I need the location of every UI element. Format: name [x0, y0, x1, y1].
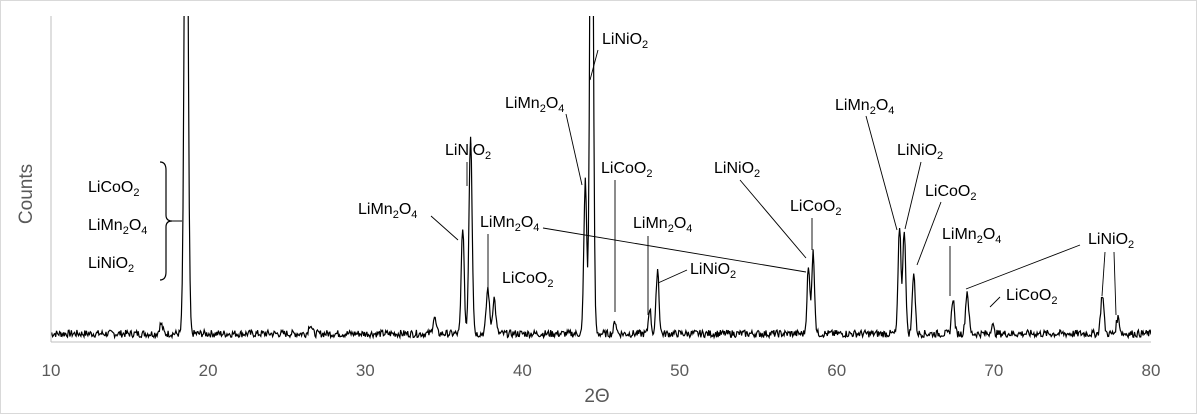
peak-label: LiNiO2 [602, 31, 648, 51]
leader-line [904, 161, 922, 230]
x-tick-label: 20 [199, 361, 218, 380]
x-tick-label: 40 [513, 361, 532, 380]
peak-label: LiCoO2 [601, 160, 652, 180]
leader-line [916, 201, 942, 266]
x-tick-label: 10 [42, 361, 61, 380]
peak-label: LiNiO2 [445, 142, 491, 162]
peak-label: LiNiO2 [1088, 231, 1134, 251]
peak-label: LiNiO2 [714, 160, 760, 180]
leader-line [1113, 251, 1117, 316]
diffraction-line [51, 16, 1151, 340]
peak-label: LiMn2O4 [942, 226, 1001, 246]
leader-line [542, 227, 807, 273]
peak-label: LiMn2O4 [480, 214, 539, 234]
peak-label: LiCoO2 [925, 183, 976, 203]
peak-label: LiCoO2 [1006, 287, 1057, 307]
plot-area [50, 16, 1151, 343]
x-tick-label: 70 [984, 361, 1003, 380]
peak-label: LiNiO2 [897, 142, 943, 162]
x-axis-title: 2Θ [584, 386, 609, 407]
peak-label: LiCoO2 [502, 270, 553, 290]
x-tick-label: 80 [1142, 361, 1161, 380]
peak-annotations: LiCoO2 LiMn2O4 LiNiO2 LiNiO2 LiMn2O4 LiMn2O4 L… [88, 31, 1134, 316]
leader-line [989, 296, 1001, 308]
leader-line [430, 215, 459, 241]
y-axis-title: Counts [16, 164, 37, 224]
x-tick-label: 30 [356, 361, 375, 380]
peak-label: LiMn2O4 [505, 95, 564, 115]
peak-label: LiNiO2 [88, 255, 134, 275]
leader-line [965, 244, 1081, 290]
leader-line [865, 115, 898, 231]
leader-line [589, 49, 599, 81]
x-tick-label: 50 [670, 361, 689, 380]
peak-label: LiNiO2 [690, 261, 736, 281]
peak-label: LiMn2O4 [358, 201, 417, 221]
peak-label: LiMn2O4 [633, 215, 692, 235]
x-tick-labels: 10 20 30 40 50 60 70 80 [42, 361, 1161, 380]
leader-line [565, 113, 583, 186]
annotation-bracket [159, 161, 173, 281]
leader-line [1101, 251, 1106, 297]
peak-label: LiMn2O4 [835, 97, 894, 117]
x-tick-label: 60 [827, 361, 846, 380]
peak-label: LiCoO2 [790, 198, 841, 218]
peak-label: LiCoO2 [88, 179, 139, 199]
leader-line [739, 179, 807, 259]
peak-label: LiMn2O4 [88, 217, 147, 237]
leader-line [657, 269, 688, 284]
